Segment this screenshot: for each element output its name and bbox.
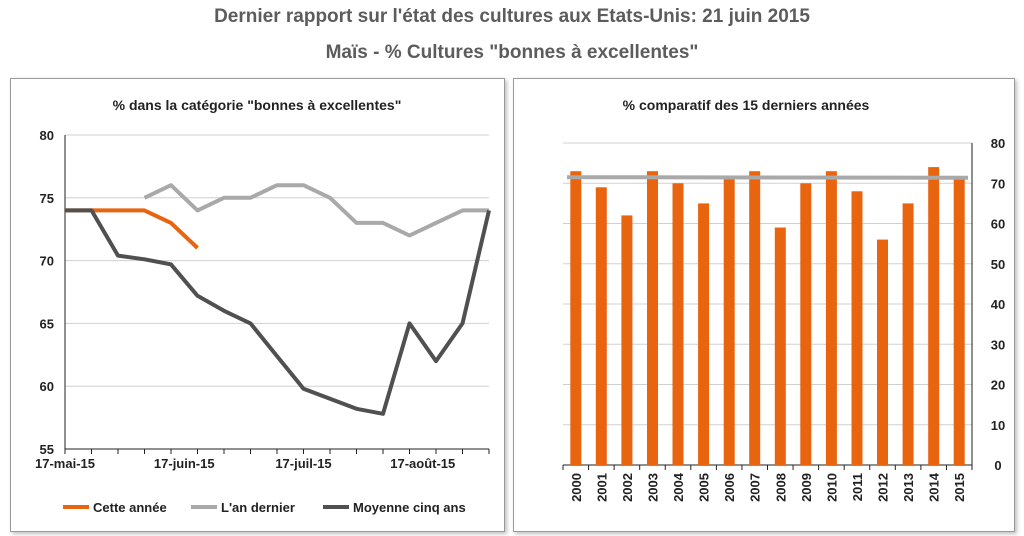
- y-tick-label: 70: [40, 254, 54, 269]
- bar: [953, 179, 965, 465]
- x-tick-label: 17-juil-15: [275, 456, 331, 471]
- x-tick-label: 17-mai-15: [35, 456, 95, 471]
- average-reference-line: [566, 175, 969, 180]
- y-tick-label: 55: [40, 442, 54, 457]
- y-tick-label: 10: [991, 418, 1005, 433]
- line-chart: % dans la catégorie "bonnes à excellente…: [35, 97, 491, 515]
- series-line-1: [143, 183, 489, 238]
- bar: [647, 171, 658, 465]
- y-tick-label: 65: [40, 316, 54, 331]
- x-tick-label: 2002: [620, 473, 635, 502]
- x-tick-label: 2005: [697, 473, 712, 502]
- bar: [723, 179, 735, 465]
- x-tick-label: 2006: [722, 473, 737, 502]
- bar-chart-title: % comparatif des 15 derniers années: [623, 97, 870, 113]
- x-tick-label: 2015: [952, 473, 967, 502]
- y-tick-label: 60: [991, 217, 1005, 232]
- x-tick-label: 2012: [876, 473, 891, 502]
- y-tick-label: 40: [991, 297, 1005, 312]
- y-tick-label: 60: [40, 379, 54, 394]
- line-chart-panel: % dans la catégorie "bonnes à excellente…: [10, 78, 505, 532]
- y-tick-label: 0: [994, 458, 1001, 473]
- x-tick-label: 17-août-15: [390, 456, 455, 471]
- x-tick-label: 2011: [850, 473, 865, 501]
- page-title: Dernier rapport sur l'état des cultures …: [214, 6, 810, 27]
- series-line-2: [65, 208, 491, 416]
- y-tick-label: 30: [991, 337, 1005, 352]
- x-tick-label: 2000: [569, 473, 584, 502]
- bar: [570, 171, 582, 465]
- bar: [749, 171, 761, 465]
- bar-chart-panel: % comparatif des 15 derniers années 0 10 2…: [513, 78, 1015, 532]
- line-chart-title: % dans la catégorie "bonnes à excellente…: [113, 97, 402, 113]
- series-line-0: [65, 208, 199, 250]
- x-tick-label: 2001: [594, 473, 609, 502]
- y-tick-label: 70: [991, 176, 1005, 191]
- bar: [877, 239, 888, 465]
- y-tick-label: 80: [991, 136, 1005, 151]
- x-tick-label: 2008: [773, 473, 788, 502]
- y-tick-label: 20: [991, 378, 1005, 393]
- x-tick-label: 17-juin-15: [154, 456, 215, 471]
- legend-label-2: Moyenne cinq ans: [353, 500, 466, 515]
- x-tick-label: 2014: [927, 472, 942, 502]
- x-tick-label: 2003: [646, 473, 661, 502]
- bar: [774, 227, 786, 465]
- bar: [621, 215, 633, 465]
- y-tick-label: 80: [40, 128, 54, 143]
- legend-label-0: Cette année: [93, 500, 167, 515]
- x-tick-label: 2004: [671, 472, 686, 502]
- bar: [928, 167, 940, 465]
- legend-label-1: L'an dernier: [221, 500, 295, 515]
- bar: [595, 187, 607, 466]
- bar: [851, 191, 863, 466]
- x-tick-label: 2010: [824, 473, 839, 502]
- y-tick-label: 50: [991, 257, 1005, 272]
- bar: [800, 183, 812, 466]
- x-tick-label: 2013: [901, 473, 916, 502]
- bar: [825, 171, 837, 465]
- bar-chart: % comparatif des 15 derniers années 0 10 2…: [562, 97, 1005, 502]
- page-subtitle: Maïs - % Cultures "bonnes à excellentes": [325, 42, 699, 63]
- bar: [672, 183, 684, 466]
- y-tick-label: 75: [40, 191, 54, 206]
- x-tick-label: 2007: [748, 473, 763, 502]
- x-tick-label: 2009: [799, 473, 814, 502]
- bar: [902, 203, 914, 465]
- bar: [698, 203, 710, 465]
